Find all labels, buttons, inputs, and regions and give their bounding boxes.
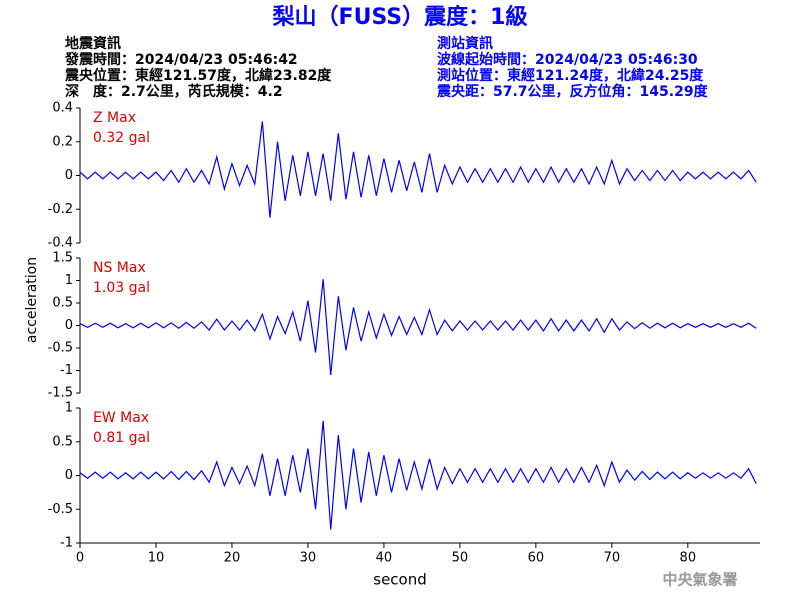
- y-tick-label: 0: [65, 318, 73, 333]
- y-tick-label: 0.2: [52, 134, 73, 149]
- chart-title: 梨山（FUSS）震度：1級: [273, 4, 528, 30]
- max-annotation: Z Max: [93, 110, 136, 126]
- y-axis-label: acceleration: [24, 257, 40, 343]
- y-tick-label: -0.5: [48, 502, 73, 517]
- y-tick-label: -1: [60, 363, 73, 378]
- quake-info: 發震時間：2024/04/23 05:46:42: [64, 51, 298, 68]
- x-tick-label: 50: [452, 551, 469, 566]
- y-tick-label: -1.5: [48, 386, 73, 401]
- max-annotation: EW Max: [93, 410, 149, 426]
- max-annotation: 0.81 gal: [93, 430, 150, 446]
- y-tick-label: 1: [65, 273, 73, 288]
- y-tick-label: -1: [60, 536, 73, 551]
- station-info: 震央距：57.7公里，反方位角：145.29度: [436, 83, 709, 100]
- max-annotation: 1.03 gal: [93, 280, 150, 296]
- quake-info: 深 度：2.7公里，芮氏規模：4.2: [65, 83, 283, 100]
- y-tick-label: -0.5: [48, 341, 73, 356]
- station-info: 波線起始時間：2024/04/23 05:46:30: [437, 51, 698, 68]
- waveform: [79, 420, 757, 530]
- station-info: 測站資訊: [437, 35, 493, 52]
- y-tick-label: -0.2: [48, 202, 73, 217]
- station-info: 測站位置：東經121.24度，北緯24.25度: [437, 67, 704, 84]
- max-annotation: 0.32 gal: [93, 130, 150, 146]
- x-tick-label: 70: [604, 551, 621, 566]
- waveform: [79, 279, 757, 376]
- quake-info: 地震資訊: [65, 35, 121, 52]
- quake-info: 震央位置：東經121.57度，北緯23.82度: [64, 67, 332, 84]
- x-tick-label: 60: [528, 551, 545, 566]
- x-tick-label: 40: [376, 551, 393, 566]
- footer: 中央氣象署: [662, 571, 737, 589]
- x-tick-label: 30: [300, 551, 317, 566]
- x-tick-label: 20: [224, 551, 241, 566]
- y-tick-label: -0.4: [48, 236, 73, 251]
- y-tick-label: 0: [65, 168, 73, 183]
- x-axis-label: second: [373, 571, 427, 589]
- y-tick-label: 0.5: [52, 434, 73, 449]
- y-tick-label: 0: [65, 468, 73, 483]
- x-tick-label: 80: [680, 551, 697, 566]
- x-tick-label: 0: [76, 551, 84, 566]
- y-tick-label: 0.4: [52, 101, 73, 116]
- y-tick-label: 1.5: [52, 251, 73, 266]
- waveform: [79, 121, 757, 218]
- y-tick-label: 0.5: [52, 296, 73, 311]
- y-tick-label: 1: [65, 401, 73, 416]
- x-tick-label: 10: [148, 551, 165, 566]
- max-annotation: NS Max: [93, 260, 146, 276]
